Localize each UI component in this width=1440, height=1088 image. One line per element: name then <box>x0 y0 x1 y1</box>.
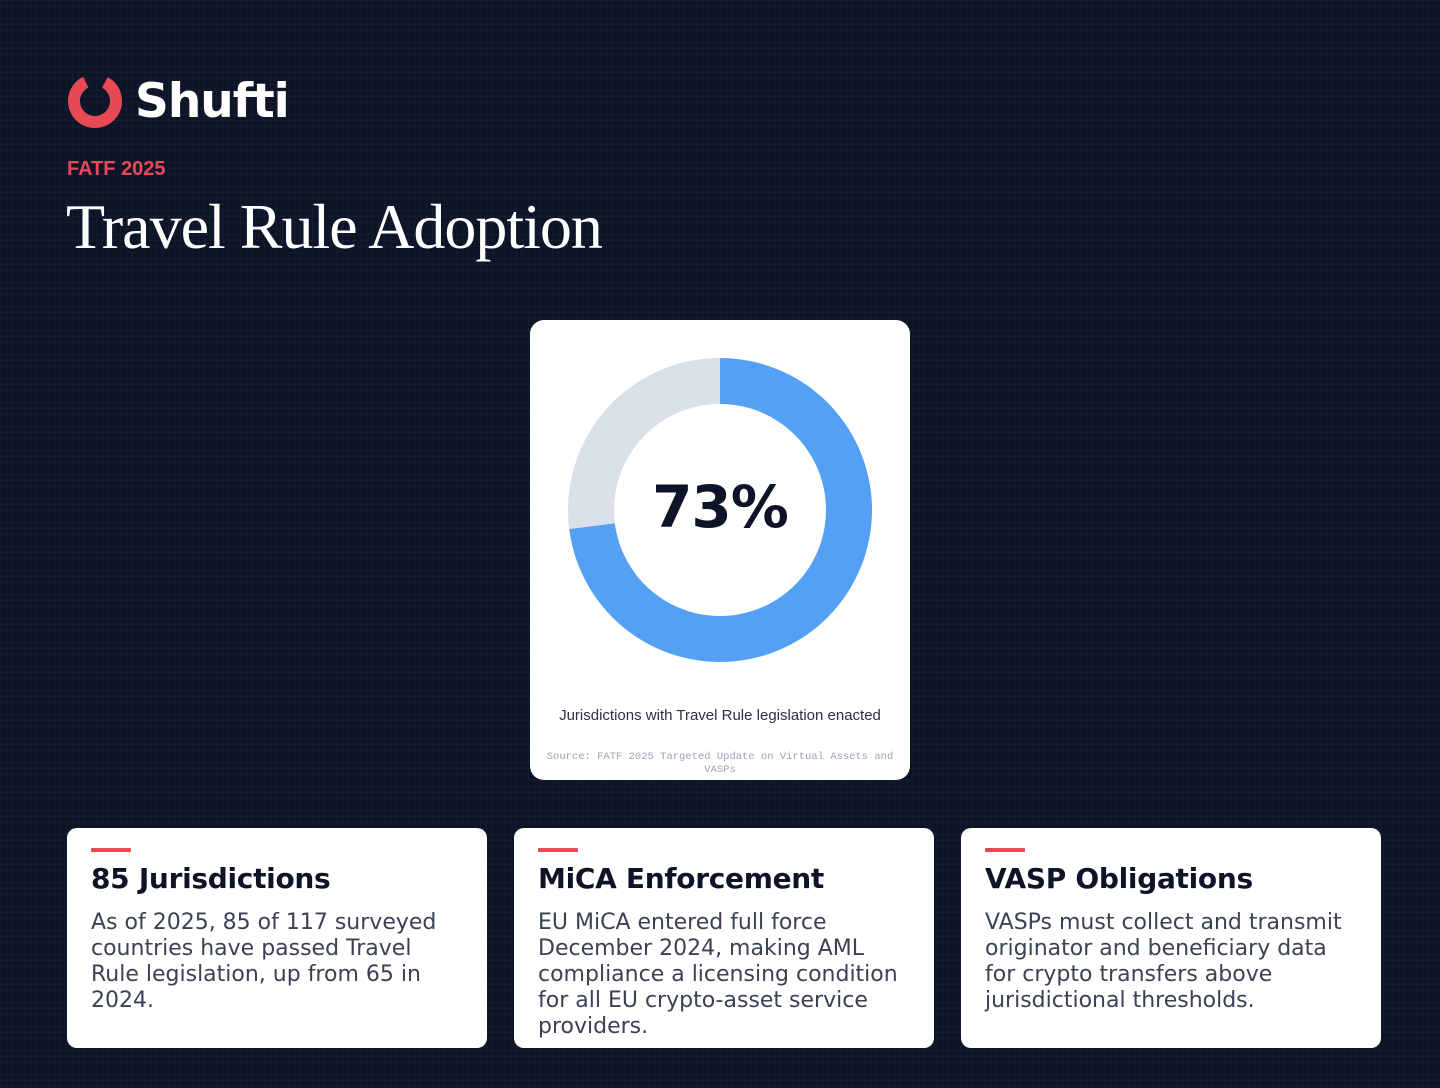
brand-logo: Shufti <box>67 66 290 136</box>
card-title: VASP Obligations <box>985 862 1253 895</box>
chart-source: Source: FATF 2025 Targeted Update on Vir… <box>546 751 894 777</box>
shufti-logo-icon <box>68 74 122 128</box>
donut-slice-0 <box>569 358 872 662</box>
info-card-vasp: VASP Obligations VASPs must collect and … <box>961 828 1381 1048</box>
card-accent-bar <box>91 848 131 852</box>
eyebrow-label: FATF 2025 <box>67 158 166 180</box>
card-title: 85 Jurisdictions <box>91 862 331 895</box>
card-accent-bar <box>985 848 1025 852</box>
chart-caption: Jurisdictions with Travel Rule legislati… <box>559 707 881 724</box>
card-body: As of 2025, 85 of 117 surveyed countries… <box>91 909 437 1013</box>
chart-card: 73% Jurisdictions with Travel Rule legis… <box>530 320 910 780</box>
brand-name: Shufti <box>135 73 290 129</box>
card-body: VASPs must collect and transmit originat… <box>985 909 1342 1013</box>
card-title: MiCA Enforcement <box>538 862 824 895</box>
card-accent-bar <box>538 848 578 852</box>
donut-slice-1 <box>568 358 720 530</box>
page-title: Travel Rule Adoption <box>66 191 603 262</box>
donut-chart <box>568 358 872 662</box>
card-body: EU MiCA entered full force December 2024… <box>538 909 898 1039</box>
donut-center-value: 73% <box>652 473 789 541</box>
info-card-jurisdictions: 85 Jurisdictions As of 2025, 85 of 117 s… <box>67 828 487 1048</box>
info-card-mica: MiCA Enforcement EU MiCA entered full fo… <box>514 828 934 1048</box>
